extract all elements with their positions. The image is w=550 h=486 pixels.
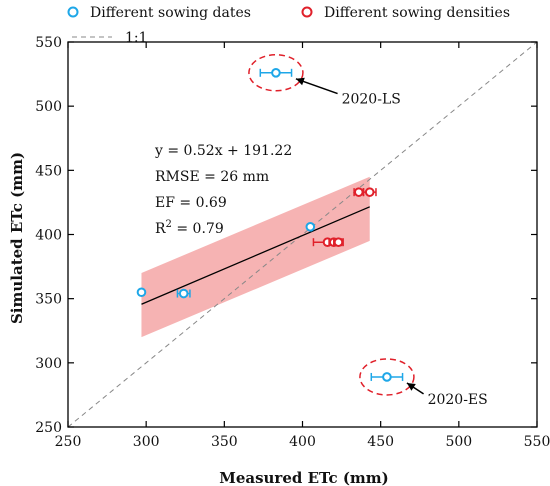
y-tick-label-5: 500 (35, 99, 62, 115)
point-sowing-densities-4 (333, 237, 344, 247)
confidence-band-layer (141, 176, 370, 338)
r2-suffix: = 0.79 (172, 221, 224, 237)
y-axis-title: Simulated ETc (mm) (8, 152, 26, 324)
r2-prefix: R (155, 221, 166, 237)
point-sowing-densities-0 (353, 187, 364, 197)
r2-superscript: 2 (166, 219, 172, 230)
point-sowing-dates-1 (178, 288, 189, 299)
x-axis-title: Measured ETc (mm) (219, 469, 389, 486)
x-tick-label-3: 400 (289, 434, 316, 450)
point-sowing-dates-0 (136, 287, 147, 298)
rmse-value: RMSE = 26 mm (155, 169, 269, 185)
point-sowing-dates-3 (271, 68, 281, 78)
legend: Different sowing dates Different sowing … (67, 5, 510, 46)
y-tick-label-3: 400 (35, 228, 62, 244)
y-tick-label-0: 250 (35, 420, 62, 436)
x-tick-label-5: 500 (445, 434, 472, 450)
y-tick-label-1: 300 (35, 356, 62, 372)
annotation-label-0: 2020-LS (342, 92, 401, 108)
data-points-layer (136, 68, 404, 382)
point-sowing-dates-2 (305, 222, 316, 232)
reference-line-layer (67, 41, 538, 428)
regression-line (141, 206, 370, 305)
y-tick-label-2: 350 (35, 292, 62, 308)
regression-stats: y = 0.52x + 191.22 RMSE = 26 mm EF = 0.6… (154, 143, 292, 237)
x-tick-label-1: 300 (133, 434, 160, 450)
highlight-ellipse-0 (248, 54, 304, 92)
annotations-layer: 2020-LS 2020-ES (248, 54, 488, 408)
x-tick-label-4: 450 (367, 434, 394, 450)
regression-line-layer (141, 206, 370, 305)
ef-value: EF = 0.69 (155, 195, 227, 211)
x-tick-label-0: 250 (55, 434, 82, 450)
highlight-ellipse-1 (359, 358, 415, 396)
legend-label-sowing-densities: Different sowing densities (324, 5, 510, 21)
regression-equation: y = 0.52x + 191.22 (154, 143, 292, 159)
y-tick-label-6: 550 (35, 35, 62, 51)
axes-layer: 250 300 350 400 450 500 550 250 300 350 400 450 500 5… (35, 35, 550, 450)
legend-marker-sowing-dates (67, 6, 79, 18)
annotation-arrowhead-0 (295, 77, 305, 86)
legend-marker-sowing-densities (301, 6, 313, 18)
legend-label-sowing-dates: Different sowing dates (90, 5, 251, 21)
point-sowing-dates-4 (382, 372, 392, 382)
r2-value: R2 = 0.79 (155, 219, 224, 237)
confidence-band (141, 176, 370, 338)
y-tick-label-4: 450 (35, 163, 62, 179)
x-tick-label-6: 550 (524, 434, 550, 450)
one-to-one-line (67, 41, 538, 428)
legend-label-one-to-one: 1:1 (125, 30, 148, 46)
x-tick-label-2: 350 (211, 434, 238, 450)
annotation-arrowhead-1 (406, 382, 416, 391)
point-sowing-densities-1 (364, 187, 375, 197)
annotation-label-1: 2020-ES (428, 392, 488, 408)
